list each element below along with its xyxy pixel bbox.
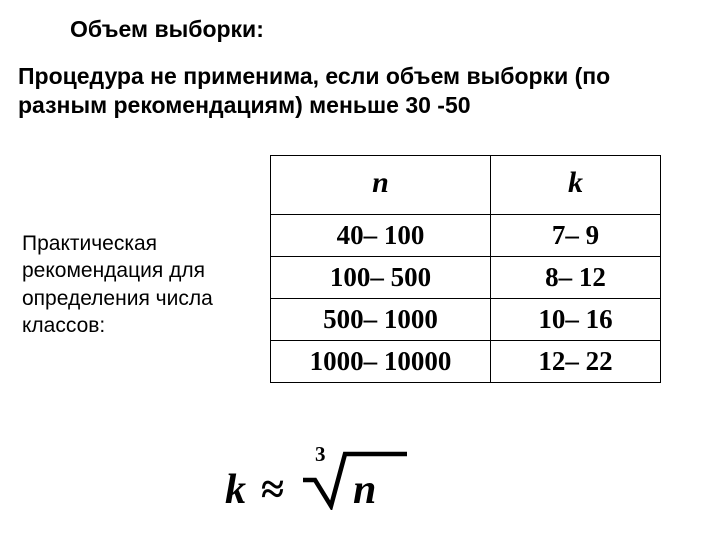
table-row: 1000– 10000 12– 22 xyxy=(271,341,661,383)
table-header-row: n k xyxy=(271,156,661,215)
formula-k: k xyxy=(225,466,246,514)
classes-table: n k 40– 100 7– 9 100– 500 8– 12 500– 100… xyxy=(270,155,661,383)
cell-k: 7– 9 xyxy=(491,215,661,257)
page-title: Объем выборки: xyxy=(70,16,264,43)
side-description: Практическая рекомендация для определени… xyxy=(22,230,222,339)
header-n: n xyxy=(271,156,491,215)
cell-k: 10– 16 xyxy=(491,299,661,341)
table-row: 40– 100 7– 9 xyxy=(271,215,661,257)
header-k: k xyxy=(491,156,661,215)
cell-n: 40– 100 xyxy=(271,215,491,257)
cell-n: 1000– 10000 xyxy=(271,341,491,383)
formula-approx: ≈ xyxy=(261,466,284,514)
formula: k ≈ 3 n xyxy=(225,440,475,520)
cell-n: 100– 500 xyxy=(271,257,491,299)
cell-k: 12– 22 xyxy=(491,341,661,383)
table-row: 100– 500 8– 12 xyxy=(271,257,661,299)
cell-n: 500– 1000 xyxy=(271,299,491,341)
cell-k: 8– 12 xyxy=(491,257,661,299)
table-row: 500– 1000 10– 16 xyxy=(271,299,661,341)
formula-n: n xyxy=(353,466,376,514)
formula-degree: 3 xyxy=(315,442,326,467)
subtitle-text: Процедура не применима, если объем выбор… xyxy=(18,62,658,120)
